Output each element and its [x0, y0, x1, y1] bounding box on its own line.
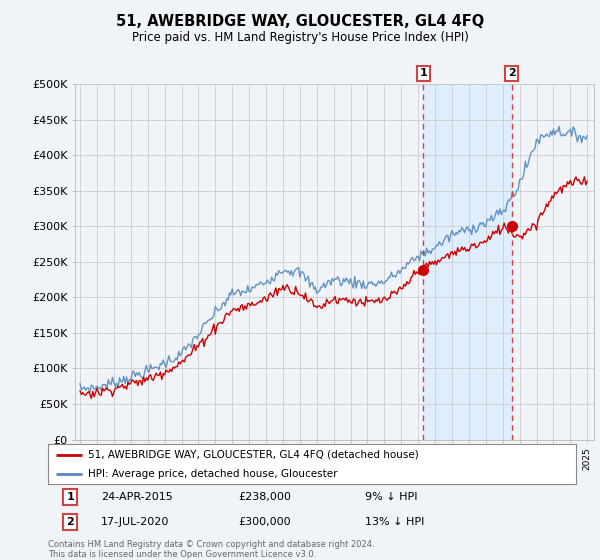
Bar [423, 84, 512, 440]
Text: 2: 2 [508, 68, 516, 78]
Text: 17-JUL-2020: 17-JUL-2020 [101, 517, 169, 527]
Text: 2: 2 [67, 517, 74, 527]
Text: 1: 1 [419, 68, 427, 78]
Text: 13% ↓ HPI: 13% ↓ HPI [365, 517, 424, 527]
Text: 51, AWEBRIDGE WAY, GLOUCESTER, GL4 4FQ: 51, AWEBRIDGE WAY, GLOUCESTER, GL4 4FQ [116, 14, 484, 29]
Text: £238,000: £238,000 [238, 492, 291, 502]
Text: Contains HM Land Registry data © Crown copyright and database right 2024.: Contains HM Land Registry data © Crown c… [48, 540, 374, 549]
Text: £300,000: £300,000 [238, 517, 291, 527]
Text: HPI: Average price, detached house, Gloucester: HPI: Average price, detached house, Glou… [88, 469, 337, 479]
Text: This data is licensed under the Open Government Licence v3.0.: This data is licensed under the Open Gov… [48, 550, 316, 559]
Text: 9% ↓ HPI: 9% ↓ HPI [365, 492, 418, 502]
Text: 24-APR-2015: 24-APR-2015 [101, 492, 173, 502]
Text: Price paid vs. HM Land Registry's House Price Index (HPI): Price paid vs. HM Land Registry's House … [131, 31, 469, 44]
Text: 1: 1 [67, 492, 74, 502]
Text: 51, AWEBRIDGE WAY, GLOUCESTER, GL4 4FQ (detached house): 51, AWEBRIDGE WAY, GLOUCESTER, GL4 4FQ (… [88, 450, 418, 460]
